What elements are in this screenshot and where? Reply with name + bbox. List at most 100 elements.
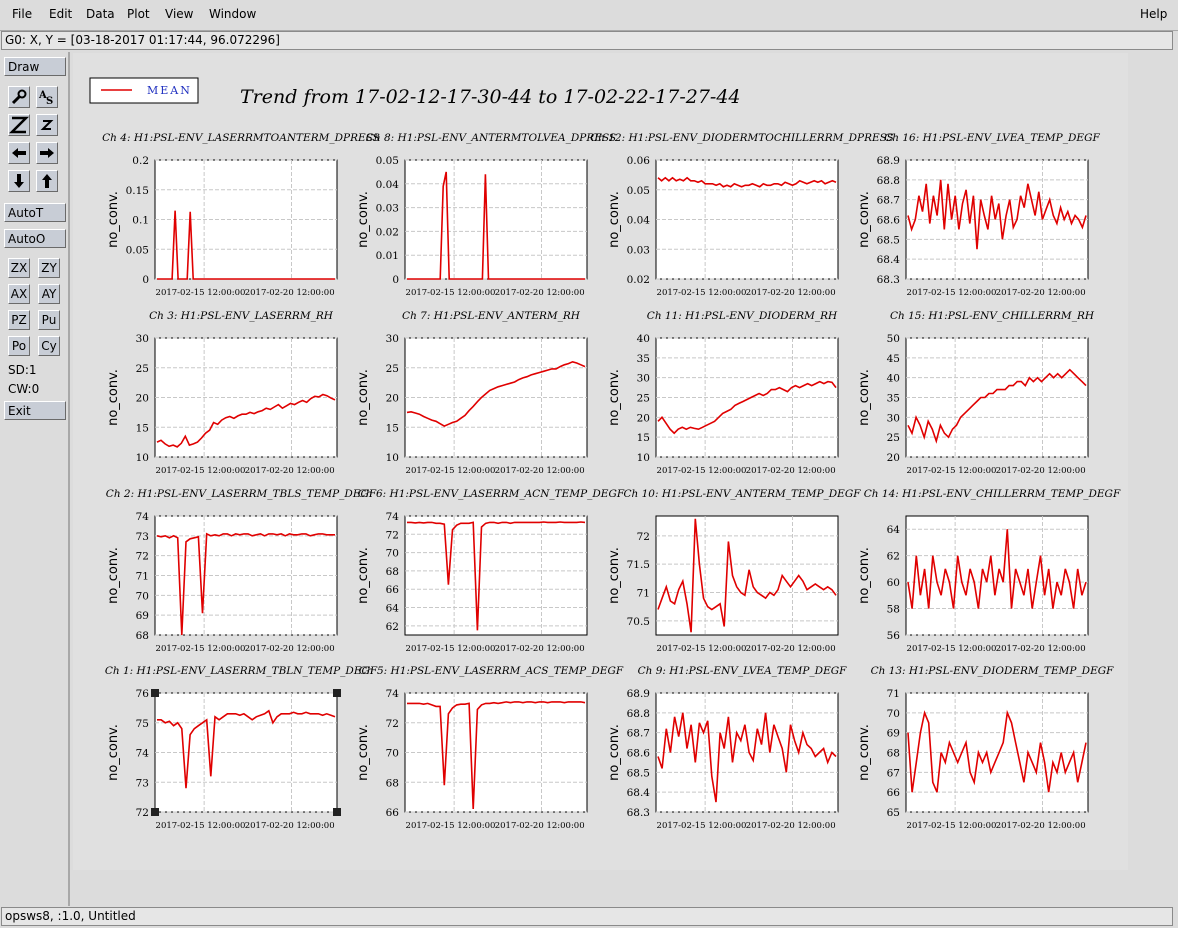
chart-6[interactable]: Ch 7: H1:PSL-ENV_ANTERM_RH 10 15 20 25 30 2017… <box>356 310 588 476</box>
plot-canvas[interactable]: MEAN Trend from 17-02-12-17-30-44 to 17-… <box>73 53 1128 870</box>
draw-button[interactable]: Draw <box>4 57 66 76</box>
ay-button[interactable]: AY <box>38 284 60 304</box>
exit-button[interactable]: Exit <box>4 401 66 420</box>
y-tick-label: 15 <box>386 422 399 434</box>
po-button[interactable]: Po <box>8 336 30 356</box>
zx-button[interactable]: ZX <box>8 258 30 278</box>
y-tick-label: 20 <box>136 393 149 405</box>
y-tick-label: 40 <box>637 333 650 345</box>
y-tick-label: 76 <box>136 688 150 700</box>
y-tick-label: 71.5 <box>627 559 650 571</box>
y-tick-label: 64 <box>887 524 901 536</box>
y-tick-label: 58 <box>887 604 900 616</box>
series-line <box>657 176 837 188</box>
chart-title: Ch 4: H1:PSL-ENV_LASERRMTOANTERM_DPRESS <box>102 132 380 144</box>
pu-button[interactable]: Pu <box>38 310 60 330</box>
y-tick-label: 69 <box>136 610 149 622</box>
y-tick-label: 68.9 <box>877 155 900 167</box>
x-tick-label: 2017-02-15 12:00:00 <box>406 644 496 654</box>
autoo-button[interactable]: AutoO <box>4 229 66 248</box>
y-axis-label: no_conv. <box>607 724 622 781</box>
series-line <box>157 709 336 789</box>
x-tick-label: 2017-02-15 12:00:00 <box>907 644 997 654</box>
series-line <box>907 368 1087 444</box>
selection-handle[interactable] <box>151 689 159 697</box>
y-tick-label: 35 <box>887 393 900 405</box>
pz-button[interactable]: PZ <box>8 310 30 330</box>
y-tick-label: 0.03 <box>627 244 650 256</box>
y-tick-label: 25 <box>637 393 650 405</box>
chart-7[interactable]: Ch 11: H1:PSL-ENV_DIODERM_RH 10 15 20 25 30 35… <box>607 310 839 476</box>
y-tick-label: 68 <box>887 748 900 760</box>
chart-1[interactable]: Ch 4: H1:PSL-ENV_LASERRMTOANTERM_DPRESS 0… <box>102 132 380 298</box>
chart-15[interactable]: Ch 9: H1:PSL-ENV_LVEA_TEMP_DEGF 68.3 68.4 6… <box>607 665 847 831</box>
y-tick-label: 68.3 <box>627 807 650 819</box>
ax-button[interactable]: AX <box>8 284 30 304</box>
arrow-left-icon[interactable] <box>8 142 30 164</box>
x-tick-label: 2017-02-15 12:00:00 <box>657 821 747 831</box>
y-tick-label: 72 <box>637 531 650 543</box>
svg-text:A: A <box>38 90 47 101</box>
x-tick-label: 2017-02-20 12:00:00 <box>245 821 335 831</box>
y-axis-label: no_conv. <box>857 724 872 781</box>
menu-file[interactable]: File <box>12 7 33 21</box>
y-tick-label: 0.2 <box>132 155 149 167</box>
y-tick-label: 0.1 <box>132 215 149 227</box>
series-line <box>657 380 837 435</box>
chart-13[interactable]: Ch 1: H1:PSL-ENV_LASERRM_TBLN_TEMP_DEGF 7… <box>105 665 378 831</box>
x-tick-label: 2017-02-20 12:00:00 <box>245 644 335 654</box>
series-line <box>907 179 1087 250</box>
chart-9[interactable]: Ch 2: H1:PSL-ENV_LASERRM_TBLS_TEMP_DEGF 6… <box>106 488 377 654</box>
y-tick-label: 20 <box>637 412 650 424</box>
sd-readout: SD:1 <box>8 363 37 377</box>
y-tick-label: 73 <box>136 531 149 543</box>
autot-button[interactable]: AutoT <box>4 203 66 222</box>
y-axis-label: no_conv. <box>607 191 622 248</box>
y-tick-label: 20 <box>887 452 900 464</box>
x-tick-label: 2017-02-20 12:00:00 <box>245 288 335 298</box>
y-tick-label: 70.5 <box>627 616 650 628</box>
chart-title: Ch 2: H1:PSL-ENV_LASERRM_TBLS_TEMP_DEGF <box>106 488 377 500</box>
chart-title: Ch 15: H1:PSL-ENV_CHILLERRM_RH <box>890 310 1095 322</box>
series-line <box>406 360 586 427</box>
y-tick-label: 68.8 <box>627 708 650 720</box>
y-tick-label: 15 <box>637 432 650 444</box>
zoom-small-icon[interactable] <box>36 114 58 136</box>
menu-window[interactable]: Window <box>209 7 257 21</box>
chart-8[interactable]: Ch 15: H1:PSL-ENV_CHILLERRM_RH 20 25 30 35 40… <box>857 310 1095 476</box>
y-tick-label: 68.5 <box>877 234 900 246</box>
chart-14[interactable]: Ch 5: H1:PSL-ENV_LASERRM_ACS_TEMP_DEGF 66… <box>356 665 624 831</box>
menu-view[interactable]: View <box>165 7 194 21</box>
arrow-right-icon[interactable] <box>36 142 58 164</box>
chart-16[interactable]: Ch 13: H1:PSL-ENV_DIODERM_TEMP_DEGF 65 66 6… <box>857 665 1114 831</box>
y-tick-label: 0.01 <box>376 250 399 262</box>
chart-12[interactable]: Ch 14: H1:PSL-ENV_CHILLERRM_TEMP_DEGF 56 5… <box>857 488 1121 654</box>
chart-5[interactable]: Ch 3: H1:PSL-ENV_LASERRM_RH 10 15 20 25 30 201… <box>106 310 338 476</box>
selection-handle[interactable] <box>333 808 341 816</box>
y-tick-label: 35 <box>637 353 650 365</box>
y-tick-label: 66 <box>887 787 901 799</box>
series-line <box>407 171 585 280</box>
chart-3[interactable]: Ch 12: H1:PSL-ENV_DIODERMTOCHILLERRM_DPR… <box>590 132 894 298</box>
chart-11[interactable]: Ch 10: H1:PSL-ENV_ANTERM_TEMP_DEGF 70.5 71… <box>607 488 861 654</box>
menu-help[interactable]: Help <box>1140 7 1168 21</box>
chart-10[interactable]: Ch 6: H1:PSL-ENV_LASERRM_ACN_TEMP_DEGF 62… <box>356 488 625 654</box>
y-tick-label: 30 <box>887 412 900 424</box>
chart-4[interactable]: Ch 16: H1:PSL-ENV_LVEA_TEMP_DEGF 68.3 68.4… <box>857 132 1100 298</box>
zoom-big-icon[interactable] <box>8 114 30 136</box>
wrench-icon[interactable] <box>8 86 30 108</box>
arrow-up-icon[interactable] <box>36 170 58 192</box>
chart-2[interactable]: Ch 8: H1:PSL-ENV_ANTERMTOLVEA_DPRESS 0 0.0… <box>356 132 616 298</box>
y-tick-label: 0.04 <box>627 215 651 227</box>
zy-button[interactable]: ZY <box>38 258 60 278</box>
cy-button[interactable]: Cy <box>38 336 60 356</box>
selection-handle[interactable] <box>333 689 341 697</box>
selection-handle[interactable] <box>151 808 159 816</box>
arrow-down-icon[interactable] <box>8 170 30 192</box>
menu-data[interactable]: Data <box>86 7 115 21</box>
chart-title: Ch 3: H1:PSL-ENV_LASERRM_RH <box>149 310 334 322</box>
menu-edit[interactable]: Edit <box>49 7 73 21</box>
y-tick-label: 62 <box>386 621 399 633</box>
menu-plot[interactable]: Plot <box>127 7 150 21</box>
